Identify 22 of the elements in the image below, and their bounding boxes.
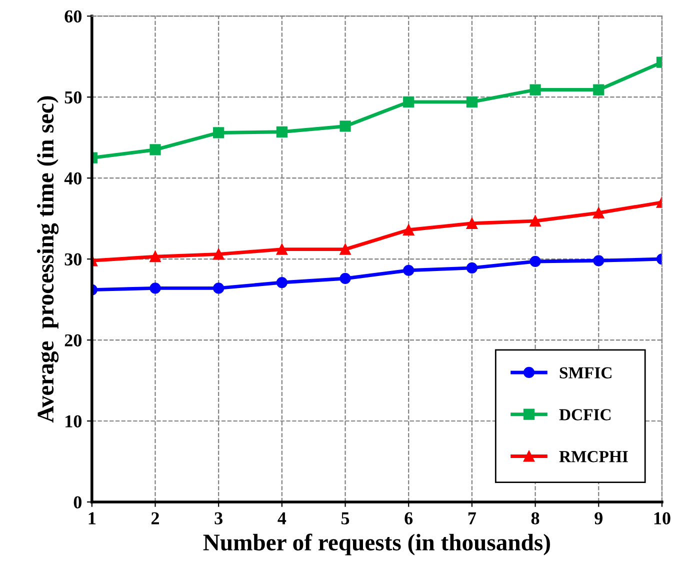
legend-label: SMFIC: [560, 367, 612, 378]
x-tick-label: 10: [654, 512, 670, 524]
legend-label: RMCPHI: [559, 451, 628, 462]
y-tick-label: 60: [64, 10, 82, 23]
x-tick-label: 5: [341, 512, 350, 524]
y-tick-label: 40: [64, 172, 82, 184]
y-tick-label: 0: [74, 496, 82, 508]
y-tick-label: 50: [64, 91, 82, 104]
y-axis-title: Average processing time (in sec): [36, 96, 59, 423]
x-tick-label: 8: [531, 512, 540, 524]
x-axis-title: Number of requests (in thousands): [203, 534, 550, 556]
x-tick-label: 6: [404, 512, 413, 524]
x-tick-label: 9: [594, 512, 602, 524]
x-tick-label: 1: [88, 512, 96, 524]
x-tick-label: 2: [151, 512, 159, 524]
x-tick-label: 4: [278, 512, 286, 524]
y-tick-label: 10: [66, 415, 82, 428]
x-tick-label: 7: [468, 512, 476, 524]
legend-label: DCFIC: [559, 409, 610, 420]
x-tick-label: 3: [214, 512, 222, 524]
y-tick-label: 20: [64, 334, 82, 346]
y-tick-label: 30: [64, 253, 82, 266]
